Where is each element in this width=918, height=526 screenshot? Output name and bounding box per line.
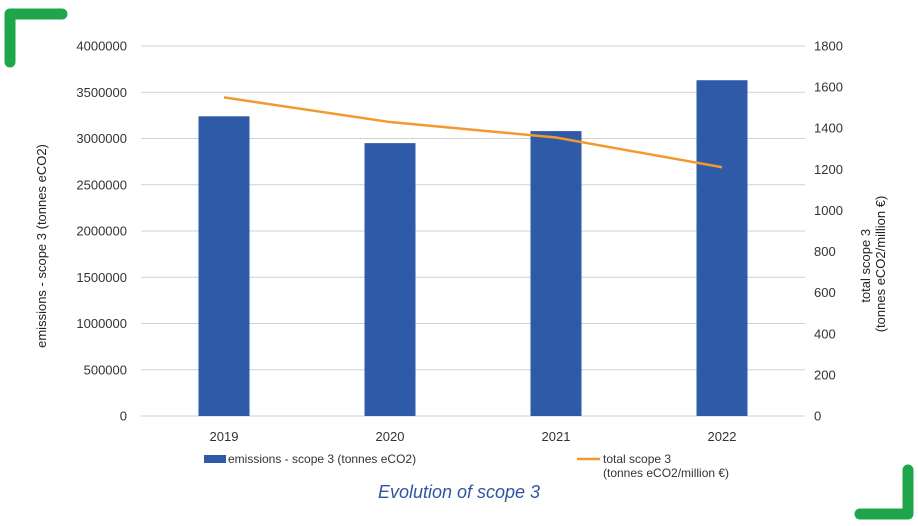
y-tick-label: 3000000 [76,131,127,146]
bar-2020 [364,143,416,416]
bar-series [198,80,748,417]
y-tick-label: 1500000 [76,270,127,285]
bar-2019 [198,116,250,417]
y2-tick-label: 1800 [814,39,843,54]
legend-label-line-1: total scope 3 [603,452,671,466]
x-tick-label: 2020 [376,429,405,444]
x-tick-label: 2022 [708,429,737,444]
y2-tick-label: 1600 [814,80,843,95]
gridlines [141,45,805,417]
legend-label-line: total scope 3 (tonnes eCO2/million €) [603,452,729,480]
line-series [223,96,723,169]
x-axis-ticks: 2019 2020 2021 2022 [210,429,737,444]
x-tick-label: 2021 [542,429,571,444]
y-tick-label: 2000000 [76,224,127,239]
x-tick-label: 2019 [210,429,239,444]
corner-bracket-top-left [4,8,68,68]
y2-axis-title-line-1: total scope 3 [858,229,873,303]
y2-tick-label: 0 [814,409,821,424]
y-tick-label: 1000000 [76,316,127,331]
y-tick-label: 500000 [84,362,127,377]
legend-label-line-2: (tonnes eCO2/million €) [603,466,729,480]
bar-2022 [696,80,748,416]
y-tick-label: 0 [120,409,127,424]
y2-tick-label: 1400 [814,121,843,136]
left-axis-ticks: 0 500000 1000000 1500000 2000000 2500000 30000… [76,39,127,424]
chart-caption: Evolution of scope 3 [377,482,541,502]
y2-tick-label: 800 [814,244,836,259]
y2-tick-label: 400 [814,326,836,341]
right-axis-ticks: 0 200 400 600 800 1000 1200 1400 1600 1800 [814,39,843,424]
bar-2021 [530,131,582,416]
legend-label-bar: emissions - scope 3 (tonnes eCO2) [228,452,416,466]
y2-axis-title-line-2: (tonnes eCO2/million €) [873,196,888,333]
y-axis-title: emissions - scope 3 (tonnes eCO2) [34,144,49,348]
y-tick-label: 2500000 [76,177,127,192]
y2-tick-label: 1200 [814,162,843,177]
legend-swatch-bar [204,455,226,463]
y-tick-label: 4000000 [76,39,127,54]
y2-tick-label: 200 [814,367,836,382]
legend: emissions - scope 3 (tonnes eCO2) total … [204,452,729,480]
y-tick-label: 3500000 [76,85,127,100]
y2-axis-title: total scope 3 (tonnes eCO2/million €) [858,196,888,333]
line-path [223,96,723,169]
y2-tick-label: 1000 [814,203,843,218]
y2-tick-label: 600 [814,285,836,300]
corner-bracket-bottom-right [854,464,914,520]
